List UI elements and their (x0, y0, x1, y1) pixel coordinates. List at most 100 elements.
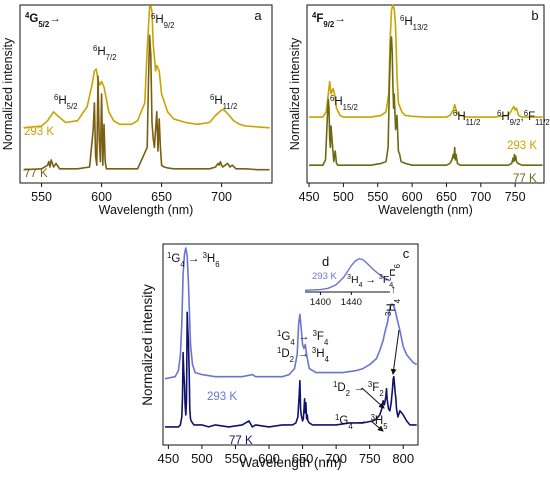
text-run: 6 (453, 109, 457, 118)
x-tick-label: 500 (333, 190, 354, 204)
text-run: 3 (312, 346, 316, 355)
annotation-arrow (361, 387, 385, 409)
text-run: 6 (151, 12, 155, 21)
text-run: 3 (384, 312, 393, 316)
text-run: 11/2 (466, 118, 481, 127)
text-run: G (29, 13, 38, 25)
text-run: H (501, 111, 509, 123)
panel-letter: c (403, 246, 410, 261)
x-tick-label: 650 (151, 190, 172, 204)
annotation-arrow (390, 329, 400, 375)
text-run: D (281, 348, 289, 360)
transition-label: 4G5/2→ (25, 11, 61, 29)
text-run: 9/2 (323, 20, 335, 29)
text-run: G (281, 331, 290, 343)
x-tick-label: 800 (392, 451, 414, 466)
inset-x-tick-label: 1440 (341, 297, 362, 308)
text-run: → (350, 382, 368, 394)
peak-annotation: 1D2 → 3H4 (277, 346, 330, 364)
peak-annotation: 1G4 → 3H6 (167, 251, 220, 269)
text-run: 3 (347, 273, 351, 281)
peak-annotation: 6H9/2 (151, 12, 175, 30)
inset-annotation: 3H4 → 3F4 (347, 273, 393, 289)
text-run: → (353, 415, 371, 427)
x-tick-label: 600 (91, 190, 112, 204)
text-run: 1 (335, 413, 339, 422)
panel-c: 450 500 550 600 650 700 750 800 Wavelength (nm) N… (140, 243, 419, 470)
plot-frame (306, 4, 545, 184)
text-run: 3 (371, 413, 375, 422)
x-tick-label: 450 (299, 190, 320, 204)
x-tick-label: 600 (402, 190, 423, 204)
series-label: 293 K (207, 391, 237, 403)
x-tick-label: 650 (292, 451, 314, 466)
text-run: 3 (313, 329, 317, 338)
text-run: 6 (524, 109, 528, 118)
text-run: → (295, 331, 313, 343)
peak-annotation: 6H5/2 (54, 93, 78, 111)
text-run: H (386, 303, 398, 311)
text-run: 4 (180, 260, 185, 269)
panel-letter: a (254, 8, 262, 23)
series-label: 77 K (513, 173, 537, 185)
text-run: → (294, 348, 312, 360)
inset-series-line (304, 257, 391, 291)
x-tick-label: 700 (211, 190, 232, 204)
text-run: 4 (389, 281, 393, 289)
inset-background (305, 256, 390, 292)
x-tick-label: 550 (31, 190, 52, 204)
text-run: 15/2 (343, 103, 358, 112)
text-run: 4 (325, 355, 330, 364)
text-run: 2 (379, 389, 383, 398)
panel-letter: b (531, 8, 538, 23)
peak-annotation: 6H9/2,6F11/2 (497, 109, 550, 127)
text-run: G (171, 253, 180, 265)
text-run: H (97, 46, 105, 58)
text-run: , (521, 111, 524, 123)
annotation-arrow (370, 420, 384, 432)
text-run: 4 (359, 281, 363, 289)
text-run: F (317, 331, 324, 343)
series-label: 293 K (24, 126, 54, 138)
text-run: F (383, 274, 389, 286)
series-label: 293 K (507, 140, 537, 152)
x-axis-label: Wavelength (nm) (378, 203, 473, 217)
text-run: 9/2 (510, 118, 521, 127)
text-run: 6 (93, 44, 97, 53)
text-run: H (351, 274, 359, 286)
text-run: 4 (25, 11, 30, 20)
x-axis-label: Wavelength (nm) (239, 455, 341, 470)
text-run: 3 (379, 273, 383, 281)
text-run: 6 (393, 264, 402, 268)
text-run: 11/2 (223, 102, 238, 111)
text-run: H (334, 96, 342, 108)
series-line-77k (309, 36, 543, 166)
text-run: 5 (383, 422, 388, 431)
series-line-77k (23, 34, 270, 171)
y-axis-label: Normalized intensity (1, 37, 15, 150)
text-run: H (386, 268, 398, 276)
text-run: F (372, 382, 379, 394)
series-line-293k (23, 5, 270, 129)
x-tick-label: 450 (158, 451, 180, 466)
text-run: H (316, 348, 324, 360)
text-run: → (334, 13, 346, 25)
text-run: → (185, 253, 203, 265)
text-run: F (528, 111, 535, 123)
series-line-77k (165, 311, 417, 428)
text-run: 1 (277, 346, 281, 355)
text-run: 1 (333, 380, 337, 389)
text-run: 5/2 (38, 20, 50, 29)
text-run: 1 (277, 329, 281, 338)
peak-annotation: 1D2 → 3F2 (333, 380, 384, 398)
text-run: F (316, 13, 323, 25)
text-run: 2 (290, 355, 294, 364)
series-label: 77 K (229, 435, 253, 447)
x-tick-label: 600 (258, 451, 280, 466)
text-run: 13/2 (413, 23, 428, 32)
text-run: D (337, 382, 345, 394)
panel-b: 450 500 550 600 650 700 750 Wavelength (nm) Norm… (288, 4, 550, 217)
text-run: 6 (330, 94, 334, 103)
inset-series-label: 293 K (312, 271, 337, 282)
x-tick-label: 700 (470, 190, 491, 204)
